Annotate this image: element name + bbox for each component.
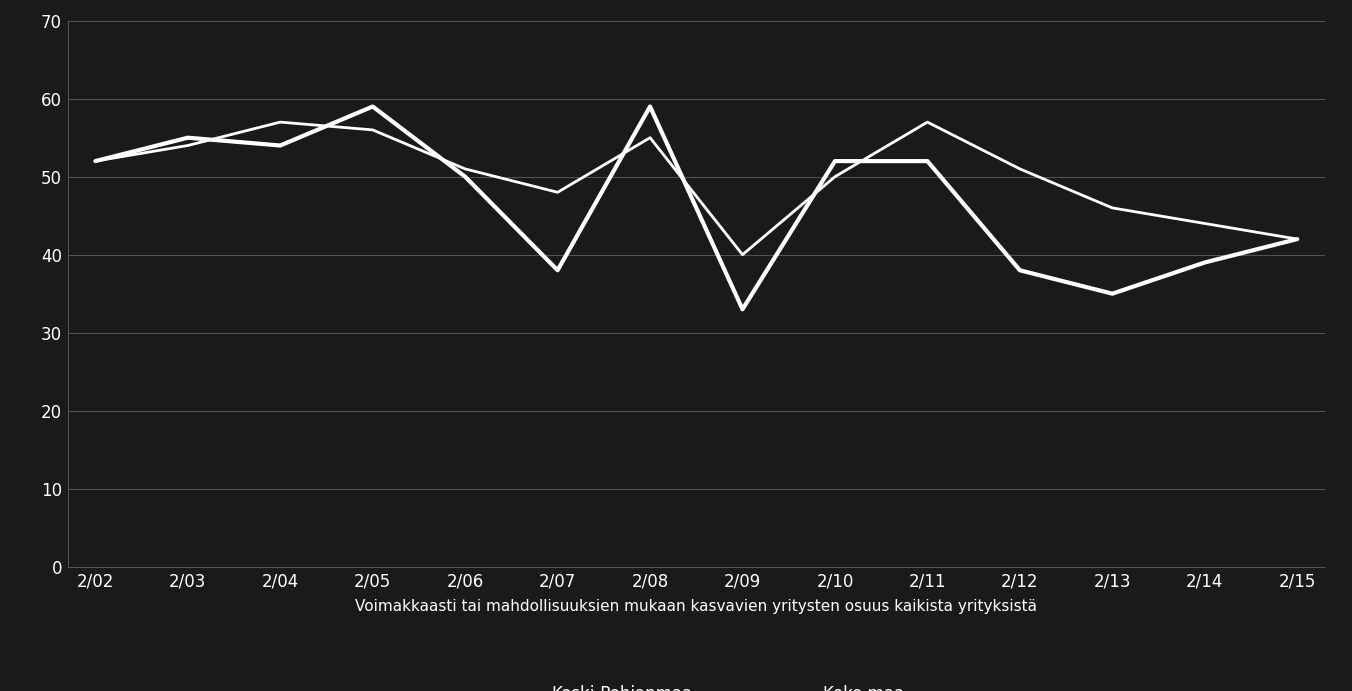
X-axis label: Voimakkaasti tai mahdollisuuksien mukaan kasvavien yritysten osuus kaikista yrit: Voimakkaasti tai mahdollisuuksien mukaan… — [356, 598, 1037, 614]
Keski-Pohjanmaa — [457, 173, 473, 181]
Keski-Pohjanmaa — [919, 157, 936, 165]
Keski-Pohjanmaa — [180, 133, 196, 142]
Koko maa — [457, 164, 473, 173]
Keski-Pohjanmaa — [827, 157, 844, 165]
Koko maa — [827, 173, 844, 181]
Keski-Pohjanmaa — [365, 102, 381, 111]
Koko maa — [1105, 204, 1121, 212]
Keski-Pohjanmaa — [1105, 290, 1121, 298]
Koko maa — [1197, 219, 1213, 227]
Keski-Pohjanmaa — [1288, 235, 1305, 243]
Koko maa — [180, 142, 196, 150]
Koko maa — [1288, 235, 1305, 243]
Keski-Pohjanmaa — [734, 305, 750, 314]
Keski-Pohjanmaa — [1011, 266, 1028, 274]
Koko maa — [734, 251, 750, 259]
Keski-Pohjanmaa — [88, 157, 104, 165]
Keski-Pohjanmaa — [1197, 258, 1213, 267]
Line: Koko maa: Koko maa — [96, 122, 1297, 255]
Koko maa — [919, 118, 936, 126]
Koko maa — [88, 157, 104, 165]
Legend: Keski-Pohjanmaa, Koko maa: Keski-Pohjanmaa, Koko maa — [480, 676, 913, 691]
Keski-Pohjanmaa — [272, 142, 288, 150]
Koko maa — [272, 118, 288, 126]
Line: Keski-Pohjanmaa: Keski-Pohjanmaa — [96, 106, 1297, 310]
Koko maa — [1011, 164, 1028, 173]
Koko maa — [642, 133, 658, 142]
Koko maa — [365, 126, 381, 134]
Keski-Pohjanmaa — [642, 102, 658, 111]
Koko maa — [549, 188, 565, 196]
Keski-Pohjanmaa — [549, 266, 565, 274]
